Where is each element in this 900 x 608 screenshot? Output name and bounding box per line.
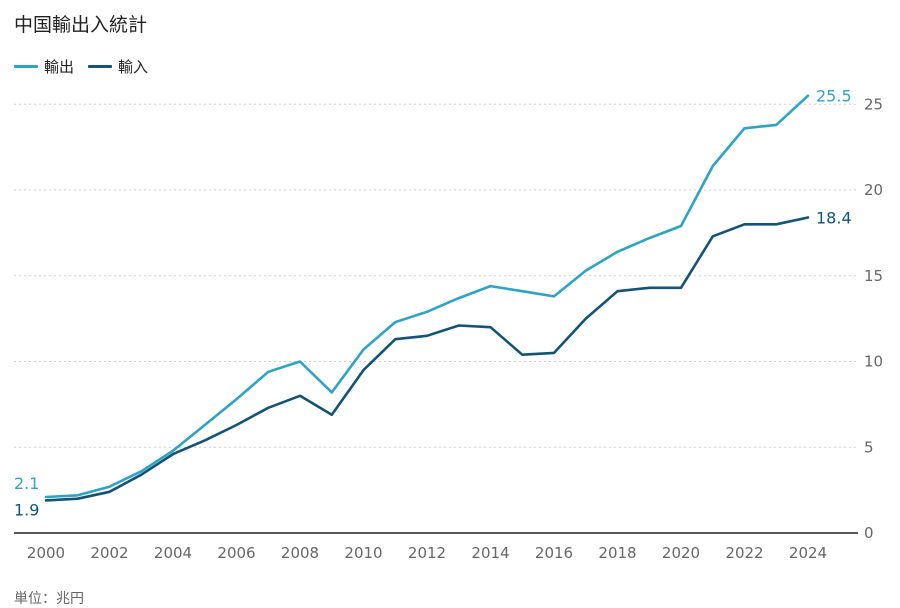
x-tick-label: 2006 [217, 544, 255, 562]
end-value-label: 18.4 [816, 208, 852, 227]
x-tick-label: 2002 [90, 544, 128, 562]
y-tick-label: 15 [864, 267, 883, 285]
y-tick-label: 20 [864, 181, 883, 199]
x-tick-label: 2024 [789, 544, 827, 562]
y-tick-label: 5 [864, 438, 874, 456]
x-tick-label: 2022 [725, 544, 763, 562]
start-value-label: 2.1 [14, 474, 39, 493]
x-tick-label: 2014 [471, 544, 509, 562]
x-tick-label: 2020 [662, 544, 700, 562]
series-line-import [44, 216, 810, 502]
start-value-label: 1.9 [14, 500, 39, 519]
legend-label-export: 輸出 [44, 58, 75, 76]
chart-title: 中国輸出入統計 [14, 14, 148, 36]
x-axis-ticks: 2000 2002 2004 2006 2008 2010 2012 2014 2016 2018… [27, 544, 827, 562]
legend-item-import: 輸入 [88, 56, 148, 77]
data-labels: 25.5 2.1 18.4 1.9 [14, 87, 852, 520]
x-tick-label: 2010 [344, 544, 382, 562]
x-tick-label: 2018 [598, 544, 636, 562]
series-line-export [44, 94, 810, 499]
series-lines [44, 94, 810, 502]
x-tick-label: 2004 [154, 544, 192, 562]
end-value-label: 25.5 [816, 87, 852, 106]
unit-note: 単位：兆円 [14, 591, 84, 607]
legend-swatch-import [88, 65, 113, 68]
legend-item-export: 輸出 [14, 56, 74, 77]
y-axis-ticks: 0 5 10 15 20 25 [864, 95, 883, 542]
x-tick-label: 2016 [535, 544, 573, 562]
x-tick-label: 2000 [27, 544, 65, 562]
y-tick-label: 10 [864, 353, 883, 371]
y-tick-label: 25 [864, 95, 883, 113]
x-tick-label: 2012 [408, 544, 446, 562]
legend-swatch-export [14, 65, 38, 68]
legend-label-import: 輸入 [118, 58, 149, 76]
gridlines [14, 103, 858, 534]
x-tick-label: 2008 [281, 544, 319, 562]
y-tick-label: 0 [864, 524, 874, 542]
chart-legend: 輸出 輸入 [14, 56, 148, 77]
